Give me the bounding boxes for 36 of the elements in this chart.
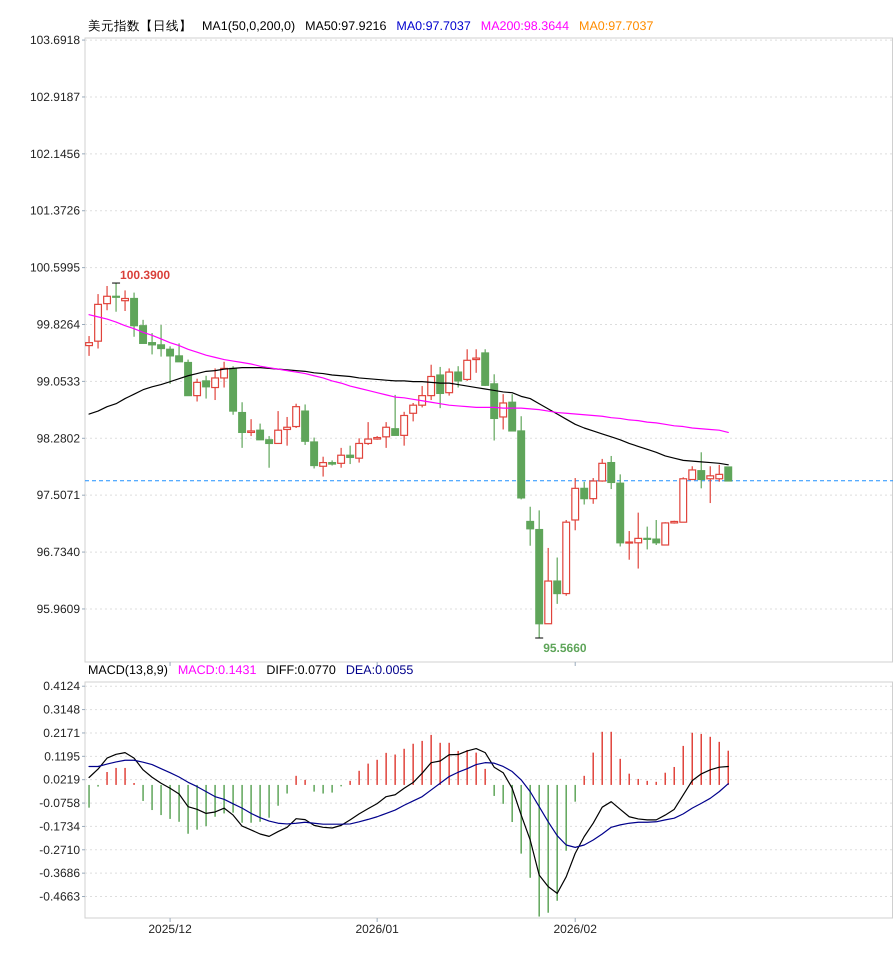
y-tick-label: 103.6918 <box>30 33 80 48</box>
x-tick-label: 2025/12 <box>148 922 192 936</box>
y-tick-label: 95.9609 <box>36 602 80 616</box>
price-marker: 95.5660 <box>543 641 587 655</box>
y-tick-label: 0.0219 <box>43 772 80 787</box>
y-tick-label: 102.1456 <box>30 146 80 161</box>
y-tick-label: -0.2710 <box>39 842 80 857</box>
y-tick-label: -0.3686 <box>39 866 80 880</box>
y-tick-label: -0.0758 <box>39 796 80 810</box>
y-tick-label: 0.4124 <box>43 679 80 694</box>
header-text: MA200:98.3644 <box>480 19 570 33</box>
header-text: MACD:0.1431 <box>178 663 256 677</box>
header-text: 美元指数【日线】 <box>88 19 192 33</box>
y-tick-label: 99.8264 <box>36 318 80 332</box>
y-tick-label: 100.5995 <box>30 260 80 275</box>
header-text: MA1(50,0,200,0) <box>202 19 296 33</box>
y-tick-label: 0.2171 <box>43 726 80 740</box>
y-tick-label: 101.3726 <box>30 204 80 218</box>
x-tick-label: 2026/02 <box>554 922 597 936</box>
y-tick-label: 97.5071 <box>36 488 80 502</box>
header-text: DEA:0.0055 <box>346 663 414 677</box>
header-text: DIFF:0.0770 <box>266 663 336 677</box>
header-text: MA50:97.9216 <box>305 19 386 33</box>
header-text: MA0:97.7037 <box>579 19 654 33</box>
x-tick-label: 2026/01 <box>355 922 399 936</box>
price-marker: 100.3900 <box>120 268 170 282</box>
y-tick-label: 102.9187 <box>30 90 80 104</box>
y-tick-label: 99.0533 <box>36 374 80 388</box>
y-tick-label: 0.3148 <box>43 702 80 717</box>
y-tick-label: 98.2802 <box>36 431 80 446</box>
y-tick-label: -0.4663 <box>39 890 80 904</box>
y-tick-label: 96.7340 <box>36 545 80 560</box>
header-text: MACD(13,8,9) <box>88 663 168 677</box>
y-tick-label: -0.1734 <box>39 819 80 834</box>
header-text: MA0:97.7037 <box>396 19 471 33</box>
y-tick-label: 0.1195 <box>44 749 80 764</box>
